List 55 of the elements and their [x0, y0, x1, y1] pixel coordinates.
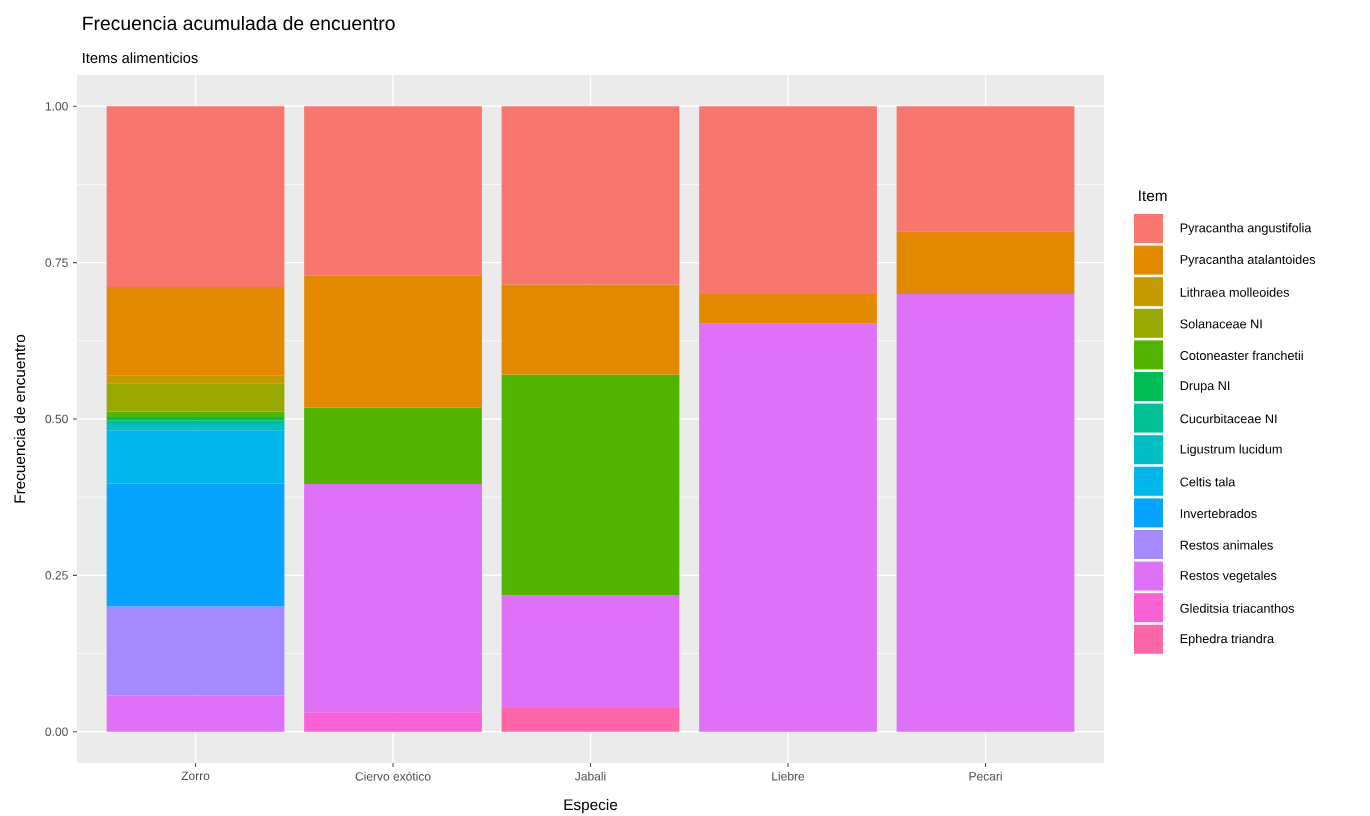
x-axis-title: Especie — [564, 798, 618, 814]
bar — [106, 695, 285, 732]
x-tick-label: Ciervo exótico — [355, 771, 431, 781]
bar — [106, 483, 285, 607]
bar — [106, 411, 285, 418]
x-tick-label: Pecari — [969, 771, 1002, 781]
bar — [501, 284, 680, 375]
legend-label: Pyracantha atalantoides — [1180, 254, 1316, 267]
legend-label: Cucurbitaceae NI — [1180, 413, 1277, 424]
legend-label: Restos vegetales — [1180, 570, 1277, 583]
bar — [106, 606, 285, 696]
bar — [896, 231, 1075, 294]
y-axis-title: Frecuencia de encuentro — [13, 334, 26, 503]
bar — [106, 423, 285, 431]
bar — [304, 712, 482, 732]
legend-label: Ephedra triandra — [1180, 633, 1275, 646]
bar — [304, 484, 482, 713]
y-tick-label: 0.50 — [45, 414, 68, 424]
chart-subtitle: Items alimenticios — [83, 52, 198, 64]
legend-label: Ligustrum lucidum — [1180, 444, 1282, 457]
bar — [699, 106, 877, 294]
bar — [106, 287, 285, 376]
bar — [501, 106, 680, 285]
bar — [106, 383, 285, 412]
bar — [304, 106, 482, 276]
legend-label: Cotoneaster franchetii — [1180, 350, 1303, 361]
bar — [106, 375, 285, 384]
y-tick-label: 1.00 — [45, 102, 68, 111]
y-tick-label: 0.25 — [45, 571, 68, 580]
legend-label: Pyracantha angustifolia — [1180, 223, 1312, 235]
legend-label: Solanaceae NI — [1180, 319, 1262, 329]
bar — [896, 293, 1075, 732]
bar — [106, 430, 285, 484]
bar — [699, 323, 877, 732]
bar — [106, 106, 285, 288]
bar — [699, 293, 877, 324]
x-tick-label: Jabali — [575, 771, 606, 781]
legend-label: Restos animales — [1180, 540, 1273, 550]
legend-label: Drupa NI — [1180, 381, 1230, 393]
legend-title: Item — [1139, 190, 1167, 202]
legend-label: Celtis tala — [1180, 477, 1236, 487]
chart-title: Frecuencia acumulada de encuentro — [83, 15, 395, 31]
y-tick-label: 0.00 — [45, 727, 68, 736]
legend-label: Invertebrados — [1180, 508, 1257, 519]
bar — [304, 275, 482, 408]
legend-label: Gleditsia triacanthos — [1180, 603, 1294, 613]
y-tick-label: 0.75 — [45, 258, 68, 267]
x-tick-label: Zorro — [181, 771, 210, 781]
bar — [501, 595, 680, 708]
bar — [501, 374, 680, 596]
bar — [896, 106, 1075, 232]
x-tick-label: Liebre — [772, 771, 805, 781]
bar — [304, 407, 482, 485]
legend-label: Lithraea molleoides — [1180, 287, 1290, 297]
bar — [501, 707, 680, 732]
